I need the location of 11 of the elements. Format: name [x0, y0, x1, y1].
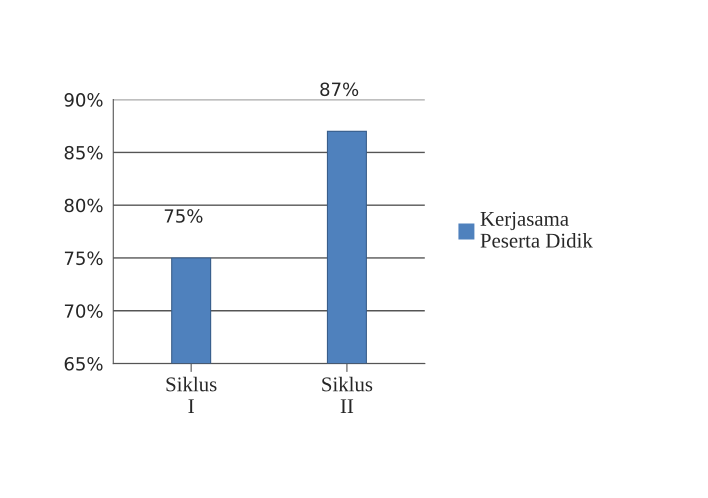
- y-tick-label: 80%: [64, 198, 103, 212]
- legend-label: Kerjasama Peserta Didik: [480, 212, 593, 248]
- x-tick-label: Siklus I: [166, 376, 216, 413]
- y-tick-label: 75%: [64, 251, 103, 266]
- y-tick-label: 65%: [64, 357, 103, 371]
- x-tick-label: Siklus II: [322, 376, 372, 413]
- y-tick-label: 70%: [64, 304, 103, 318]
- y-tick-label: 85%: [64, 146, 103, 160]
- data-label: 87%: [320, 82, 358, 96]
- y-tick-label: 90%: [64, 93, 103, 107]
- data-label: 75%: [164, 209, 202, 223]
